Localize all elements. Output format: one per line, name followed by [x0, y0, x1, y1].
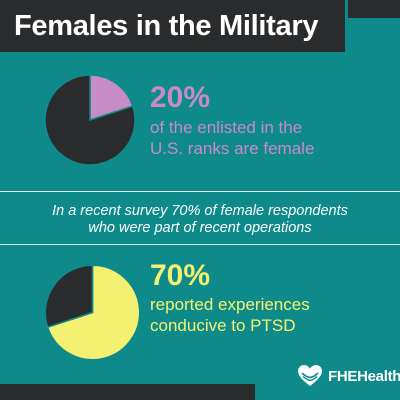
corner-accent-top	[348, 0, 400, 18]
title-bar: Females in the Military	[0, 0, 345, 52]
brand-logo: FHEHealth	[297, 362, 400, 390]
divider-top	[0, 191, 400, 192]
stat-value-enlisted: 20%	[150, 81, 211, 114]
bottom-bar	[0, 384, 255, 400]
divider-bottom	[0, 244, 400, 245]
survey-text: In a recent survey 70% of female respond…	[0, 203, 400, 237]
pie-slice-1-1	[44, 264, 94, 329]
pie-chart-enlisted	[44, 74, 136, 166]
stat-description-line: of the enlisted in the	[150, 118, 303, 137]
survey-line: who were part of recent operations	[88, 220, 312, 236]
stat-description-line: reported experiences	[150, 295, 310, 314]
logo-text: FHEHealth	[328, 367, 400, 385]
pie-chart-ptsd	[44, 264, 141, 361]
stat-description-line: conducive to PTSD	[150, 316, 296, 335]
stat-description-ptsd: reported experiences conducive to PTSD	[150, 294, 310, 336]
stat-description-enlisted: of the enlisted in the U.S. ranks are fe…	[150, 117, 314, 159]
pie-slice-1-0	[46, 264, 141, 361]
pie-slice-0-1	[44, 74, 136, 166]
stat-description-line: U.S. ranks are female	[150, 139, 315, 158]
survey-line: In a recent survey 70% of female respond…	[52, 203, 348, 219]
stat-value-ptsd: 70%	[150, 259, 211, 292]
page-title: Females in the Military	[14, 10, 319, 42]
heart-hands-icon	[298, 365, 322, 386]
pie-slice-0-0	[89, 74, 134, 122]
